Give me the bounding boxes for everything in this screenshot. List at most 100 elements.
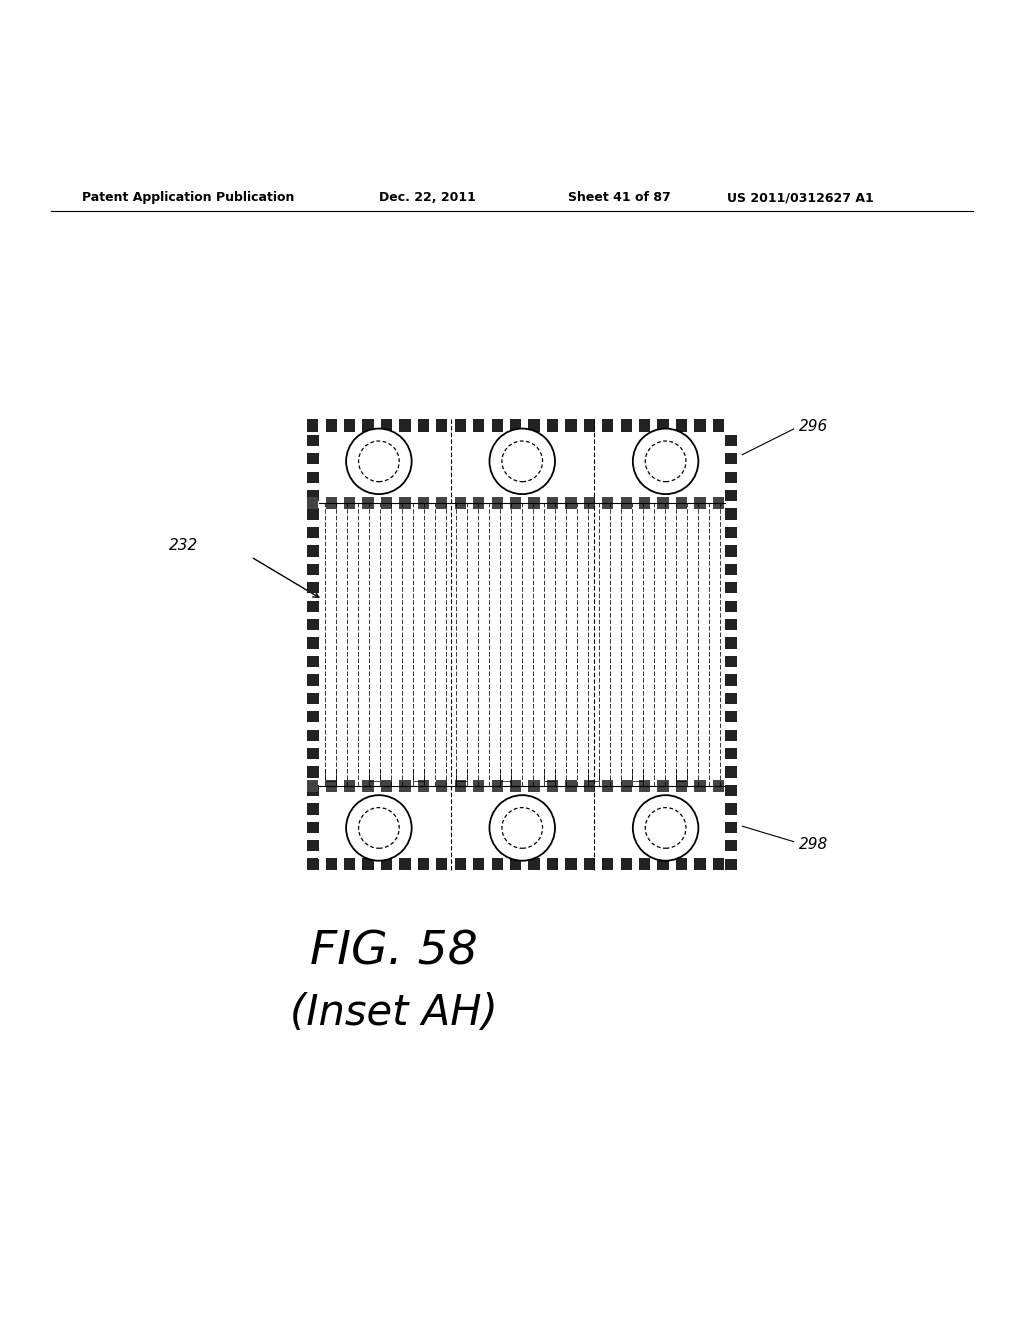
- Bar: [602, 420, 613, 432]
- Bar: [307, 582, 319, 594]
- Bar: [418, 858, 429, 870]
- Bar: [510, 420, 521, 432]
- Bar: [307, 471, 319, 483]
- Bar: [602, 858, 613, 870]
- Bar: [326, 498, 337, 510]
- Bar: [694, 420, 706, 432]
- Bar: [694, 858, 706, 870]
- Bar: [307, 822, 319, 833]
- Bar: [584, 858, 595, 870]
- Bar: [399, 420, 411, 432]
- Bar: [725, 582, 737, 594]
- Bar: [725, 858, 737, 870]
- Bar: [307, 780, 318, 792]
- Circle shape: [358, 808, 399, 849]
- Bar: [307, 767, 319, 777]
- Bar: [725, 656, 737, 667]
- Bar: [307, 656, 319, 667]
- Bar: [725, 822, 737, 833]
- Circle shape: [346, 795, 412, 861]
- Bar: [639, 858, 650, 870]
- Text: FIG. 58: FIG. 58: [310, 929, 478, 974]
- Text: US 2011/0312627 A1: US 2011/0312627 A1: [727, 191, 873, 205]
- Bar: [307, 804, 319, 814]
- Bar: [725, 730, 737, 741]
- Circle shape: [633, 429, 698, 494]
- Bar: [307, 619, 319, 631]
- Bar: [639, 780, 650, 792]
- Bar: [418, 498, 429, 510]
- Bar: [725, 527, 737, 539]
- Bar: [344, 498, 355, 510]
- Text: 232: 232: [169, 539, 199, 553]
- Bar: [565, 780, 577, 792]
- Text: Sheet 41 of 87: Sheet 41 of 87: [568, 191, 671, 205]
- Bar: [725, 804, 737, 814]
- Circle shape: [502, 808, 543, 849]
- Bar: [307, 730, 319, 741]
- Circle shape: [502, 441, 543, 482]
- Bar: [326, 780, 337, 792]
- Bar: [362, 780, 374, 792]
- Bar: [725, 767, 737, 777]
- Bar: [399, 780, 411, 792]
- Bar: [307, 693, 319, 704]
- Bar: [436, 858, 447, 870]
- Bar: [528, 858, 540, 870]
- Bar: [565, 498, 577, 510]
- Bar: [362, 420, 374, 432]
- Bar: [657, 780, 669, 792]
- Bar: [676, 780, 687, 792]
- Bar: [547, 858, 558, 870]
- Bar: [399, 498, 411, 510]
- Bar: [418, 420, 429, 432]
- Bar: [436, 420, 447, 432]
- Bar: [344, 858, 355, 870]
- Bar: [725, 471, 737, 483]
- Bar: [307, 841, 319, 851]
- Bar: [381, 780, 392, 792]
- Bar: [713, 858, 724, 870]
- Bar: [399, 858, 411, 870]
- Bar: [307, 858, 318, 870]
- Bar: [725, 693, 737, 704]
- Bar: [676, 858, 687, 870]
- Circle shape: [645, 808, 686, 849]
- Bar: [725, 638, 737, 648]
- Bar: [725, 785, 737, 796]
- Bar: [362, 858, 374, 870]
- Bar: [344, 420, 355, 432]
- Bar: [657, 420, 669, 432]
- Bar: [307, 434, 319, 446]
- Bar: [307, 748, 319, 759]
- Bar: [510, 498, 521, 510]
- Bar: [547, 420, 558, 432]
- Bar: [565, 420, 577, 432]
- Bar: [307, 527, 319, 539]
- Text: 298: 298: [799, 837, 828, 853]
- Bar: [362, 498, 374, 510]
- Bar: [547, 498, 558, 510]
- Bar: [307, 711, 319, 722]
- Bar: [725, 711, 737, 722]
- Bar: [307, 490, 319, 502]
- Bar: [584, 420, 595, 432]
- Bar: [725, 841, 737, 851]
- Bar: [307, 498, 318, 510]
- Bar: [713, 420, 724, 432]
- Bar: [725, 490, 737, 502]
- Bar: [528, 420, 540, 432]
- Bar: [725, 453, 737, 465]
- Bar: [436, 780, 447, 792]
- Bar: [492, 420, 503, 432]
- Circle shape: [633, 795, 698, 861]
- Bar: [676, 498, 687, 510]
- Bar: [307, 785, 319, 796]
- Bar: [676, 420, 687, 432]
- Bar: [344, 780, 355, 792]
- Bar: [510, 780, 521, 792]
- Bar: [713, 498, 724, 510]
- Bar: [326, 420, 337, 432]
- Bar: [725, 619, 737, 631]
- Bar: [639, 420, 650, 432]
